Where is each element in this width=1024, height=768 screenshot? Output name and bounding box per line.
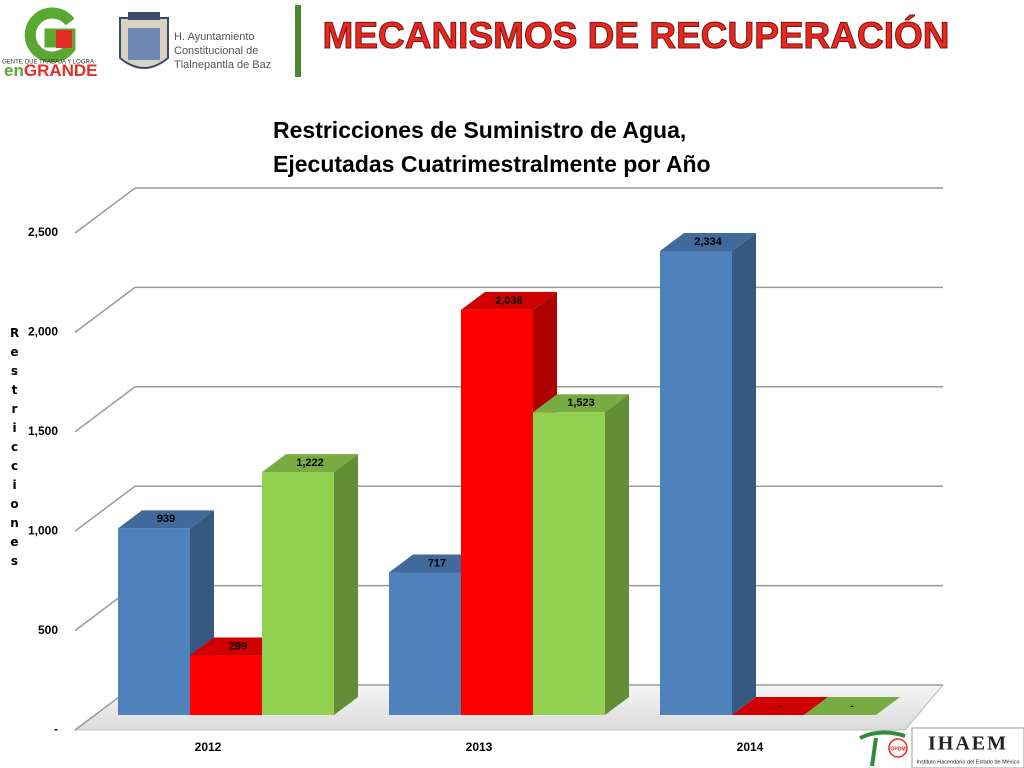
chart-title: Restricciones de Suministro de Agua, — [273, 117, 686, 143]
bar — [190, 655, 262, 715]
bar — [118, 528, 190, 715]
bar-top — [533, 394, 629, 413]
opdm-logo — [859, 730, 908, 767]
value-label: - — [778, 700, 782, 712]
chart-title: Ejecutadas Cuatrimestralmente por Año — [273, 151, 711, 177]
value-label: 2,038 — [495, 295, 523, 307]
bar-side — [605, 394, 629, 715]
y-tick-label: 500 — [38, 623, 58, 637]
bar — [389, 572, 461, 715]
bar-side — [334, 454, 358, 715]
value-label: 1,523 — [567, 397, 595, 409]
logo-engrande: enGRANDE — [4, 61, 98, 80]
y-tick-label: 2,000 — [28, 325, 58, 339]
x-tick-label: 2014 — [737, 740, 764, 754]
value-label: 2,334 — [694, 236, 722, 248]
separator — [295, 5, 301, 77]
value-label: 939 — [157, 513, 175, 525]
logo-g — [24, 7, 76, 63]
ihaem-box — [911, 727, 1024, 768]
x-tick-label: 2012 — [195, 740, 222, 754]
y-tick-label: 1,000 — [28, 523, 58, 537]
value-label: - — [850, 700, 854, 712]
municipality-line: H. Ayuntamiento — [174, 31, 255, 43]
value-label: 717 — [428, 557, 446, 569]
value-label: 299 — [229, 640, 247, 652]
ihaem-name: Instituto Hacendario del Estado de Méxic… — [916, 759, 1019, 765]
bar-top — [262, 454, 358, 473]
slide-title: MECANISMOS DE RECUPERACIÓN — [323, 14, 950, 56]
x-tick-label: 2013 — [466, 740, 493, 754]
coat-of-arms — [119, 12, 169, 69]
value-label: 1,222 — [296, 457, 324, 469]
bar-top — [732, 697, 828, 715]
bar-side — [732, 233, 756, 715]
bar — [262, 472, 334, 715]
bar-top — [804, 697, 900, 715]
bar — [461, 309, 533, 715]
grid-line-side — [74, 286, 136, 333]
y-axis-label: Restricciones — [10, 326, 20, 568]
bar — [533, 412, 605, 715]
ihaem-text: IHAEM — [928, 733, 1008, 755]
opdm-text: OPDM — [891, 746, 906, 752]
bar-top — [660, 233, 756, 252]
logo-grande: GRANDE — [24, 61, 98, 80]
bar-top — [118, 510, 214, 529]
logo-en: en — [4, 61, 24, 80]
y-tick-label: - — [54, 722, 58, 736]
bar — [660, 251, 732, 715]
grid-line-side — [74, 485, 136, 532]
grid-line-side — [74, 386, 136, 433]
bar-top — [461, 291, 557, 310]
grid-line-side — [74, 187, 136, 234]
y-tick-label: 2,500 — [28, 225, 58, 239]
municipality-line: Constitucional de — [174, 45, 258, 57]
logo-tagline: GENTE QUE TRABAJA Y LOGRA — [2, 60, 94, 66]
municipality-line: Tlalnepantla de Baz — [174, 59, 271, 71]
y-tick-label: 1,500 — [28, 424, 58, 438]
